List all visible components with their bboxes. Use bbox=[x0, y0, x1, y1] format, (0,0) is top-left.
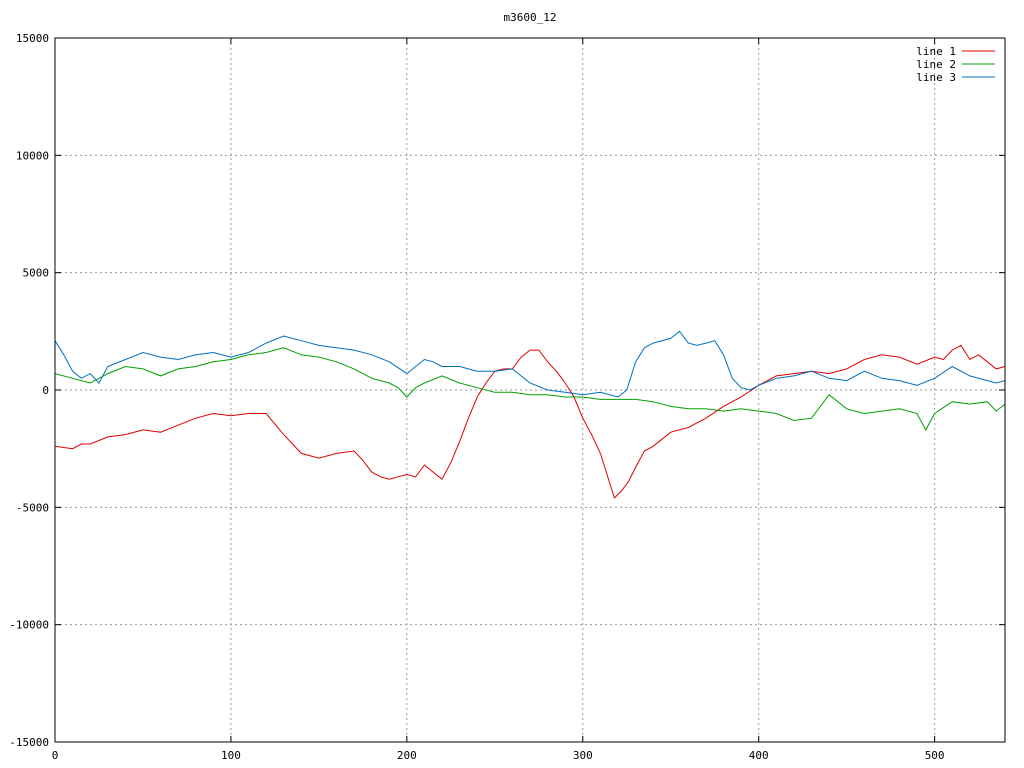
legend-label-2: line 2 bbox=[916, 58, 956, 71]
series-line-2 bbox=[54, 347, 1006, 431]
x-tick-label: 100 bbox=[221, 749, 241, 762]
grid bbox=[55, 38, 1005, 742]
series-line-3 bbox=[54, 330, 1006, 398]
y-tick-label: 0 bbox=[42, 384, 49, 397]
y-tick-label: -15000 bbox=[9, 736, 49, 749]
x-tick-label: 500 bbox=[925, 749, 945, 762]
y-tick-label: -5000 bbox=[16, 501, 49, 514]
series-line-1 bbox=[54, 344, 1006, 499]
axis-ticks: 0 100 200 300 400 500 15000 10000 5000 0 -5000 -100… bbox=[9, 32, 1005, 762]
y-tick-label: -10000 bbox=[9, 619, 49, 632]
data-series bbox=[54, 330, 1006, 499]
y-tick-label: 10000 bbox=[16, 149, 49, 162]
x-tick-label: 200 bbox=[397, 749, 417, 762]
legend-label-1: line 1 bbox=[916, 45, 956, 58]
x-tick-label: 300 bbox=[573, 749, 593, 762]
y-tick-label: 5000 bbox=[23, 267, 50, 280]
chart-title: m3600_12 bbox=[504, 11, 557, 24]
legend-label-3: line 3 bbox=[916, 71, 956, 84]
x-tick-label: 0 bbox=[52, 749, 59, 762]
x-tick-label: 400 bbox=[749, 749, 769, 762]
y-tick-label: 15000 bbox=[16, 32, 49, 45]
